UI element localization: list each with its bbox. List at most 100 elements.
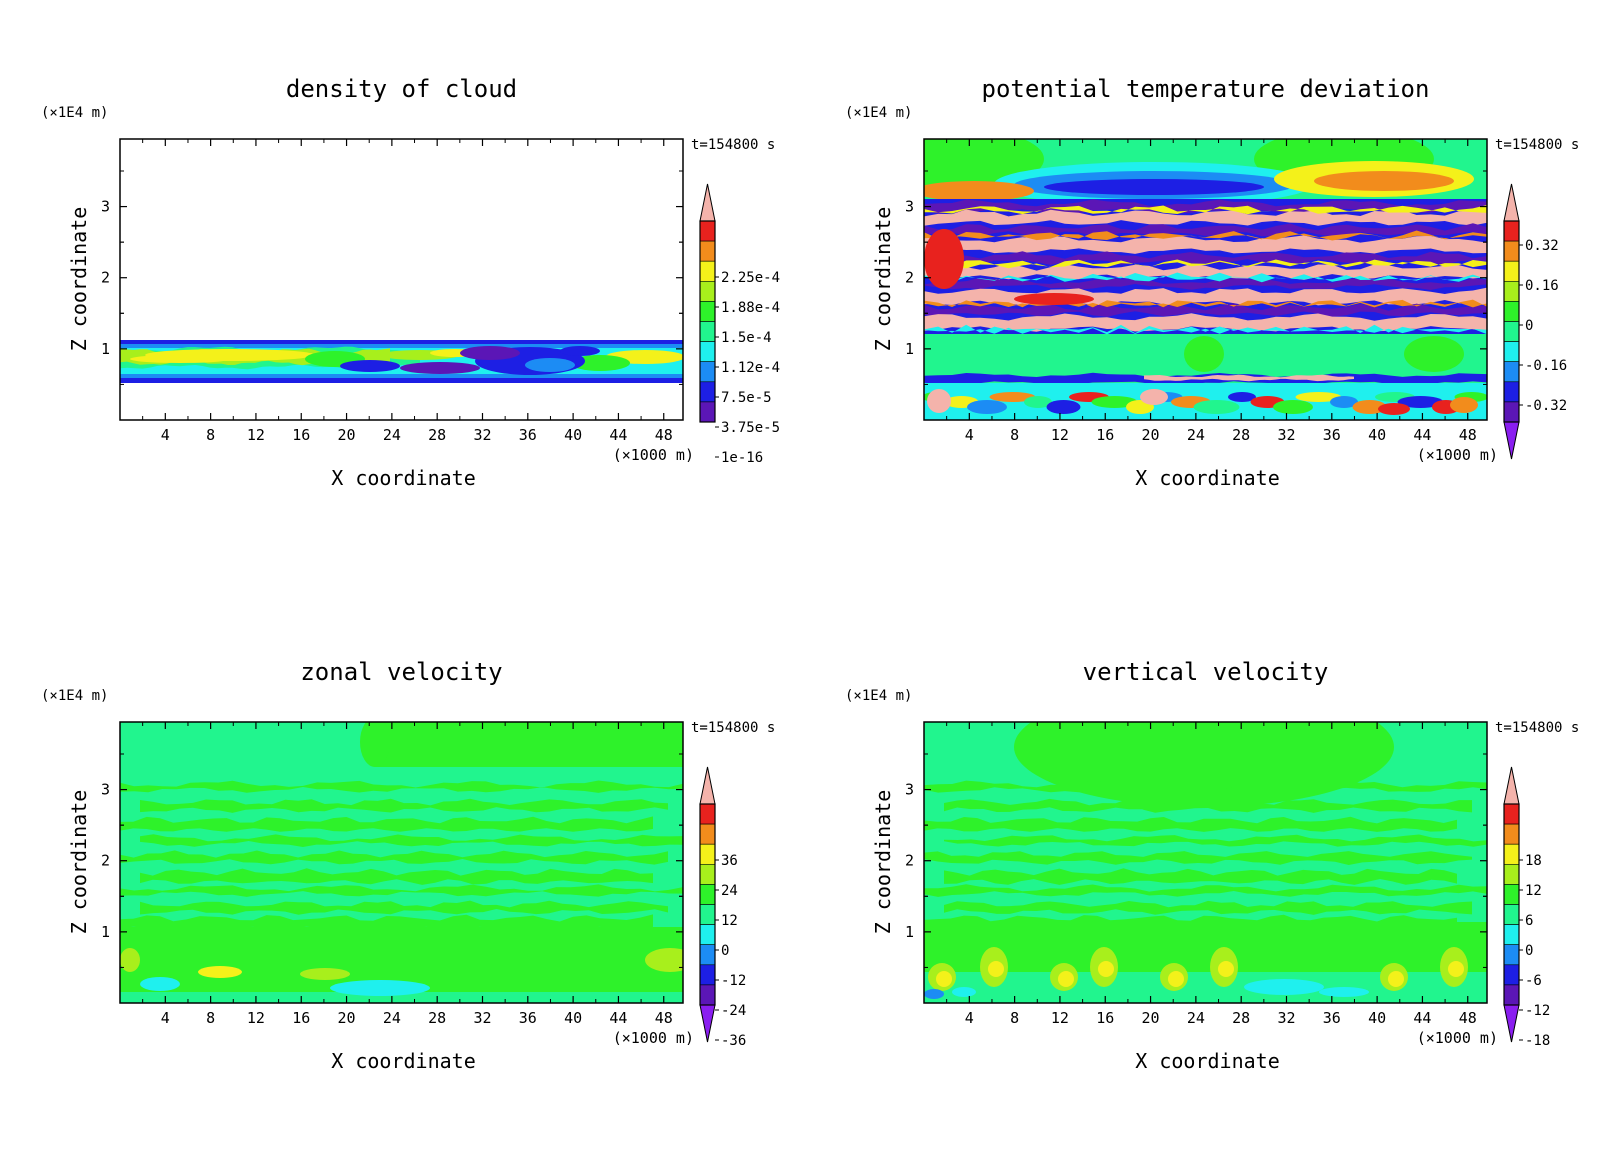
colorbar-bottom-arrow xyxy=(1503,1004,1520,1043)
y-tick-label: 1 xyxy=(905,340,914,358)
x-tick-label: 4 xyxy=(965,426,974,444)
contour-field xyxy=(120,722,683,1003)
y-unit-label: (×1E4 m) xyxy=(41,105,108,121)
x-tick-label: 40 xyxy=(564,1009,582,1027)
colorbar-frame xyxy=(699,220,716,423)
x-tick-label: 28 xyxy=(1232,426,1250,444)
colorbar-label: -12 xyxy=(1525,1003,1550,1019)
contour-blob xyxy=(198,966,242,978)
colorbar-segment xyxy=(699,823,716,845)
x-tick-label: 36 xyxy=(519,1009,537,1027)
contour-blob xyxy=(560,346,600,356)
contour-blob xyxy=(645,948,683,972)
contour-blob xyxy=(1140,389,1168,405)
contour-region xyxy=(944,798,1472,813)
plot-frame xyxy=(923,138,1488,421)
colorbar-segment xyxy=(1503,301,1520,322)
contour-region xyxy=(944,868,1457,885)
contour-blob xyxy=(1091,396,1138,408)
contour-blob xyxy=(1218,961,1234,977)
x-tick-label: 40 xyxy=(564,426,582,444)
y-axis-label: Z coordinate xyxy=(871,207,895,352)
x-tick-label: 4 xyxy=(965,1009,974,1027)
contour-blob xyxy=(989,392,1036,402)
x-unit-label: (×1000 m) xyxy=(1417,1029,1498,1047)
contour-blob xyxy=(1273,400,1313,414)
colorbar-label: 1.5e-4 xyxy=(721,330,772,346)
contour-blob xyxy=(988,961,1004,977)
x-tick-label: 12 xyxy=(247,1009,265,1027)
x-tick-label: 8 xyxy=(1010,1009,1019,1027)
contour-blob xyxy=(1330,396,1358,408)
colorbar-segment xyxy=(699,341,716,363)
contour-blob xyxy=(1098,961,1114,977)
contour-region xyxy=(924,199,1487,214)
colorbar-label: -36 xyxy=(721,1033,746,1049)
y-unit-label: (×1E4 m) xyxy=(41,688,108,704)
contour-region xyxy=(140,834,683,847)
x-tick-label: 48 xyxy=(655,426,673,444)
colorbar-segment xyxy=(699,361,716,383)
colorbar-segment xyxy=(699,904,716,925)
colorbar-segment xyxy=(699,240,716,262)
colorbar-segment xyxy=(1503,381,1520,403)
colorbar-segment xyxy=(699,803,716,825)
colorbar-segment xyxy=(1503,843,1520,865)
colorbar-label: -24 xyxy=(721,1003,746,1019)
colorbar-label: 0 xyxy=(721,943,729,959)
contour-blob xyxy=(1378,403,1410,415)
colorbar-segment xyxy=(699,924,716,945)
contour-region xyxy=(120,884,683,897)
colorbar-segment xyxy=(1503,944,1520,966)
x-tick-label: 16 xyxy=(1096,1009,1114,1027)
colorbar-segment xyxy=(1503,401,1520,423)
colorbar-segment xyxy=(699,884,716,905)
colorbar-top-arrow xyxy=(699,766,716,805)
colorbar-segment xyxy=(1503,924,1520,945)
x-tick-label: 16 xyxy=(292,426,310,444)
chart-title: density of cloud xyxy=(286,75,517,103)
colorbar-label: 3.75e-5 xyxy=(721,420,780,436)
contour-blob xyxy=(120,948,140,972)
x-tick-label: 36 xyxy=(1323,426,1341,444)
colorbar-segment xyxy=(699,220,716,242)
contour-blob xyxy=(1388,971,1404,987)
x-tick-label: 20 xyxy=(1142,426,1160,444)
colorbar-segment xyxy=(699,863,716,885)
contour-region xyxy=(1144,374,1354,382)
colorbar-segment xyxy=(699,280,716,302)
colorbar-label: -6 xyxy=(1525,973,1542,989)
contour-blob xyxy=(924,989,944,999)
colorbar-segment xyxy=(1503,260,1520,282)
x-unit-label: (×1000 m) xyxy=(1417,446,1498,464)
x-tick-label: 28 xyxy=(428,1009,446,1027)
colorbar-segment xyxy=(1503,361,1520,383)
colorbar-segment xyxy=(1503,984,1520,1006)
contour-region xyxy=(375,722,683,767)
colorbar-segment xyxy=(1503,904,1520,925)
y-axis-label: Z coordinate xyxy=(67,790,91,935)
colorbar-top-arrow xyxy=(1503,183,1520,222)
x-tick-label: 12 xyxy=(1051,1009,1069,1027)
contour-region xyxy=(120,992,683,1003)
contour-region xyxy=(924,851,1472,865)
x-tick-label: 16 xyxy=(292,1009,310,1027)
time-label: t=154800 s xyxy=(691,137,775,153)
contour-region xyxy=(120,850,668,865)
x-tick-label: 44 xyxy=(609,426,627,444)
x-tick-label: 32 xyxy=(1277,426,1295,444)
x-tick-label: 28 xyxy=(428,426,446,444)
contour-blob xyxy=(967,400,1007,414)
colorbar-label: 7.5e-5 xyxy=(721,390,772,406)
x-tick-label: 36 xyxy=(519,426,537,444)
colorbar-segment xyxy=(1503,321,1520,342)
time-label: t=154800 s xyxy=(1495,720,1579,736)
colorbar-segment xyxy=(1503,280,1520,302)
plot-frame xyxy=(119,138,684,421)
colorbar-label: -0.32 xyxy=(1525,398,1567,414)
x-tick-label: 8 xyxy=(1010,426,1019,444)
x-axis-label: X coordinate xyxy=(1135,1049,1280,1073)
contour-region xyxy=(924,230,1487,241)
time-label: t=154800 s xyxy=(1495,137,1579,153)
